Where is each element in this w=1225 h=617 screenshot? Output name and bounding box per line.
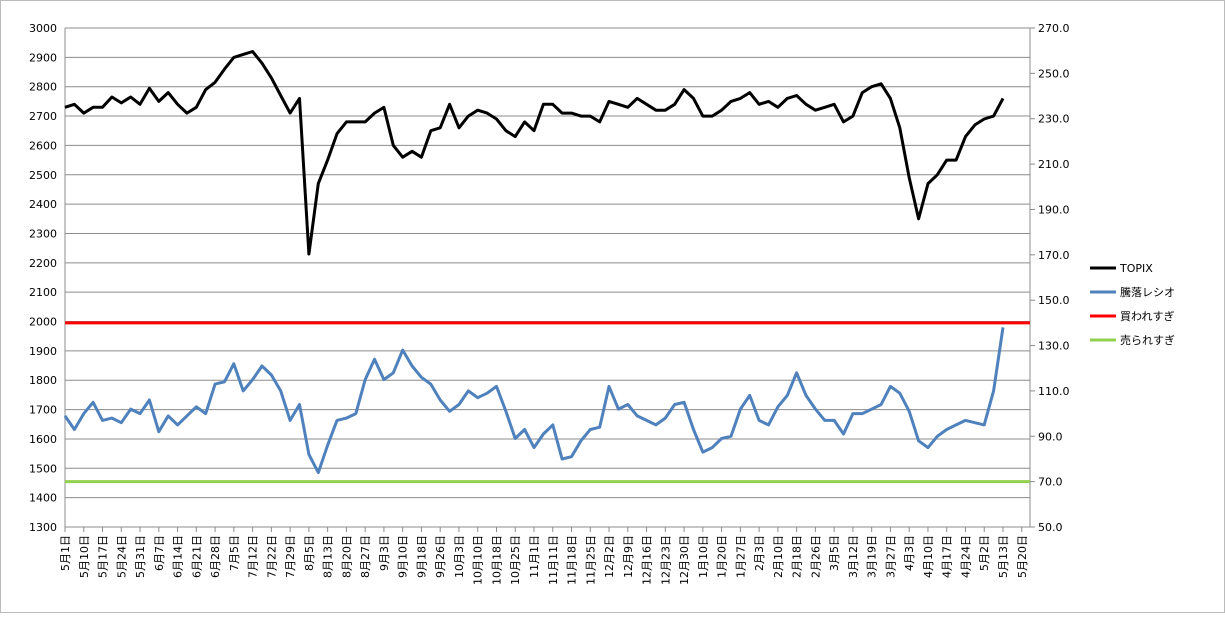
x-tick-label: 11月18日 — [566, 535, 579, 585]
x-tick-label: 5月1日 — [59, 535, 72, 571]
y-tick-label: 1400 — [29, 492, 57, 505]
x-tick-label: 12月9日 — [622, 535, 635, 578]
x-tick-label: 9月10日 — [397, 535, 410, 578]
y2-tick-label: 270.0 — [1038, 22, 1070, 35]
x-tick-label: 5月13日 — [997, 535, 1010, 578]
y-tick-label: 2700 — [29, 110, 57, 123]
x-tick-label: 7月29日 — [284, 535, 297, 578]
x-tick-label: 10月3日 — [453, 535, 466, 578]
x-tick-label: 5月2日 — [978, 535, 991, 571]
x-tick-label: 2月10日 — [772, 535, 785, 578]
x-tick-label: 5月17日 — [97, 535, 110, 578]
y2-tick-label: 190.0 — [1038, 203, 1070, 216]
x-tick-label: 1月27日 — [734, 535, 747, 578]
x-tick-label: 7月22日 — [265, 535, 278, 578]
x-tick-label: 5月20日 — [1016, 535, 1029, 578]
y2-tick-label: 70.0 — [1038, 476, 1063, 489]
legend-label: 騰落レシオ — [1120, 285, 1175, 299]
x-tick-label: 6月28日 — [209, 535, 222, 578]
x-tick-label: 10月18日 — [490, 535, 503, 585]
x-tick-label: 11月25日 — [584, 535, 597, 585]
x-tick-label: 4月10日 — [922, 535, 935, 578]
y-tick-label: 2900 — [29, 51, 57, 64]
y-tick-label: 2000 — [29, 316, 57, 329]
x-tick-label: 5月31日 — [134, 535, 147, 578]
y-tick-label: 1900 — [29, 345, 57, 358]
x-tick-label: 8月27日 — [359, 535, 372, 578]
y2-tick-label: 130.0 — [1038, 340, 1070, 353]
y2-tick-label: 150.0 — [1038, 294, 1070, 307]
x-tick-label: 6月7日 — [153, 535, 166, 571]
y-tick-label: 1500 — [29, 462, 57, 475]
series-line — [63, 327, 1005, 475]
x-tick-label: 12月2日 — [603, 535, 616, 578]
y-tick-label: 1600 — [29, 433, 57, 446]
x-tick-label: 12月16日 — [641, 535, 654, 585]
x-tick-label: 10月25日 — [509, 535, 522, 585]
series-line — [64, 50, 1005, 256]
x-tick-label: 2月18日 — [791, 535, 804, 578]
y2-tick-label: 250.0 — [1038, 67, 1070, 80]
y-tick-label: 2100 — [29, 286, 57, 299]
y-tick-label: 2600 — [29, 139, 57, 152]
y-tick-label: 2500 — [29, 169, 57, 182]
legend-label: TOPIX — [1119, 262, 1153, 275]
legend-label: 売られすぎ — [1120, 333, 1175, 347]
y-tick-label: 1800 — [29, 374, 57, 387]
y2-tick-label: 210.0 — [1038, 158, 1070, 171]
legend-label: 買われすぎ — [1120, 309, 1174, 323]
x-tick-label: 7月12日 — [247, 535, 260, 578]
x-tick-label: 10月10日 — [472, 535, 485, 585]
x-tick-label: 6月21日 — [190, 535, 203, 578]
x-tick-label: 8月20日 — [340, 535, 353, 578]
x-tick-label: 2月3日 — [753, 535, 766, 571]
y-tick-label: 2200 — [29, 257, 57, 270]
x-tick-label: 5月10日 — [78, 535, 91, 578]
y-tick-label: 2800 — [29, 81, 57, 94]
x-tick-label: 7月5日 — [228, 535, 241, 571]
x-tick-label: 12月23日 — [659, 535, 672, 585]
x-tick-label: 11月1日 — [528, 535, 541, 578]
y2-tick-label: 170.0 — [1038, 249, 1070, 262]
x-tick-label: 1月10日 — [697, 535, 710, 578]
x-tick-label: 6月14日 — [172, 535, 185, 578]
y2-tick-label: 110.0 — [1038, 385, 1070, 398]
y2-tick-label: 230.0 — [1038, 113, 1070, 126]
x-tick-label: 8月13日 — [322, 535, 335, 578]
x-tick-label: 1月20日 — [716, 535, 729, 578]
y2-tick-label: 90.0 — [1038, 430, 1063, 443]
y-tick-label: 1700 — [29, 404, 57, 417]
x-tick-label: 3月19日 — [866, 535, 879, 578]
x-tick-label: 9月3日 — [378, 535, 391, 571]
x-tick-label: 12月30日 — [678, 535, 691, 585]
y-tick-label: 1300 — [29, 521, 57, 534]
x-tick-label: 3月12日 — [847, 535, 860, 578]
x-tick-label: 4月17日 — [941, 535, 954, 578]
y-tick-label: 2300 — [29, 227, 57, 240]
x-tick-label: 3月5日 — [828, 535, 841, 571]
x-tick-label: 9月26日 — [434, 535, 447, 578]
y-tick-label: 3000 — [29, 22, 57, 35]
x-tick-label: 4月24日 — [959, 535, 972, 578]
x-tick-label: 8月5日 — [303, 535, 316, 571]
x-tick-label: 4月3日 — [903, 535, 916, 571]
x-tick-label: 5月24日 — [115, 535, 128, 578]
y2-tick-label: 50.0 — [1038, 521, 1063, 534]
x-tick-label: 11月11日 — [547, 535, 560, 585]
x-tick-label: 9月18日 — [415, 535, 428, 578]
y-tick-label: 2400 — [29, 198, 57, 211]
x-tick-label: 2月26日 — [809, 535, 822, 578]
x-tick-label: 3月27日 — [884, 535, 897, 578]
